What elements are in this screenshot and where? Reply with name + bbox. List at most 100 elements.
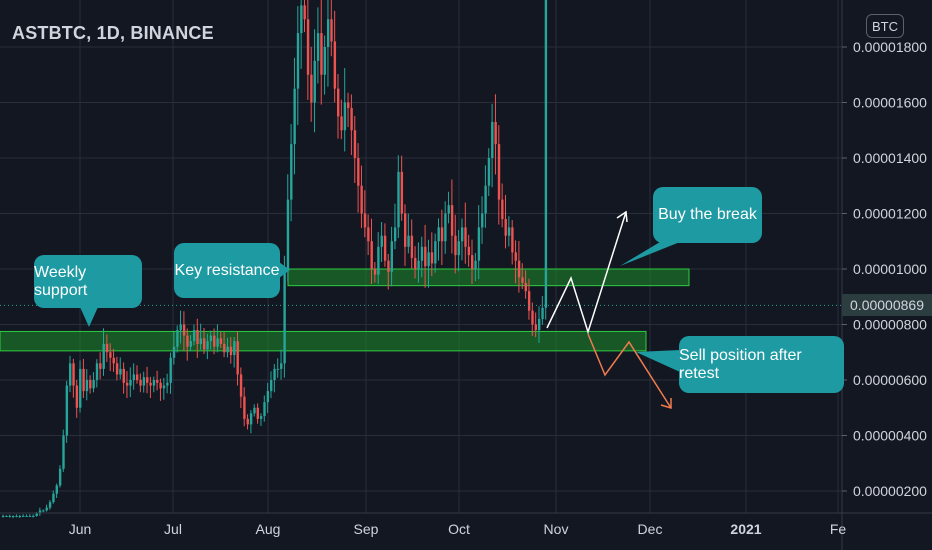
candle-body [538,318,541,331]
candle-body [246,418,249,425]
symbol-title: ASTBTC, 1D, BINANCE [12,23,214,43]
candle-body [370,241,373,269]
candle-body [434,241,437,264]
candle-body [397,171,400,228]
y-tick-label: 0.00000400 [853,428,927,444]
candle-body [487,158,491,186]
candle-body [534,324,538,331]
candle-body [79,368,82,408]
candle-body [92,380,95,389]
candle-body [507,227,511,236]
candle-body [253,407,256,414]
candle-body [65,385,69,436]
candle-body [316,33,320,61]
candle-body [159,382,162,389]
candle-body [367,227,370,242]
candle-body [497,144,501,200]
candle-body [119,368,122,375]
x-tick-label: Jun [69,521,92,537]
candle-body [239,374,243,397]
candle-body [166,382,169,386]
candle-body [414,257,417,269]
candle-body [380,235,383,247]
candle-body [112,357,115,364]
candle-body [400,171,404,214]
candle-body [296,33,300,89]
candle-body [256,407,259,419]
candle-body [45,507,48,511]
sell-projection-path [587,333,672,409]
candle-body [132,374,136,380]
candle-body [182,324,186,336]
candle-body [283,269,286,364]
candle-body [89,380,92,389]
candle-body [541,307,544,319]
candle-body [477,227,481,261]
candle-body [450,205,454,236]
candle-body [310,74,313,103]
candle-body [524,282,527,292]
candle-body [407,235,410,247]
candle-body [263,402,266,417]
candle-body [139,380,142,386]
candle-body [219,338,223,344]
candle-body [471,255,474,269]
candle-body [199,338,203,344]
weekly-support-tail [80,307,98,327]
candle-body [410,235,414,258]
candle-body [393,227,397,242]
candle-body [491,121,494,158]
candle-body [363,213,367,228]
x-tick-label: Aug [256,521,281,537]
candle-body [511,227,514,253]
candle-body [35,513,38,516]
candle-body [48,502,52,508]
price-axis[interactable]: 0.00000200 0.00000400 0.00000600 0.00000800… [841,0,927,550]
candle-body [55,485,58,494]
candle-body [504,219,507,236]
candle-body [343,102,347,131]
sell-after-retest-tail [636,350,680,372]
candle-body [527,291,531,311]
candle-body [186,335,189,347]
candle-body [42,510,45,512]
y-tick-label: 0.00001600 [853,95,927,111]
candle-body [270,380,273,392]
candle-body [320,33,323,75]
y-tick-label: 0.00000800 [853,317,927,333]
candle-body [544,0,548,308]
candle-body [99,363,102,369]
candle-body [303,5,306,20]
buy-arrowhead [616,210,628,223]
candle-body [404,213,407,247]
candle-body [172,346,176,358]
candle-body [192,330,196,342]
buy-the-break-tail [620,242,680,266]
candle-body [236,341,239,375]
candle-body [15,515,18,517]
x-tick-label: 2021 [730,521,761,537]
candle-body [454,235,457,256]
candle-body [280,363,283,369]
candle-body [266,391,270,403]
candle-body [460,227,464,242]
time-axis[interactable]: Jun Jul Aug Sep Oct Nov Dec 2021 Fe [0,512,932,537]
candle-body [196,330,199,344]
y-tick-label: 0.00000200 [853,483,927,499]
candle-body [457,241,460,256]
candle-body [387,260,390,272]
candle-body [333,41,337,89]
candle-body [427,252,430,267]
currency-badge[interactable]: BTC [866,14,904,38]
candle-body [209,335,213,342]
candle-body [350,108,353,131]
candle-body [501,199,504,220]
y-tick-label: 0.00001200 [853,206,927,222]
candle-body [300,5,303,34]
resistance-zone [287,268,690,287]
candle-body [162,385,166,389]
candle-body [69,363,72,386]
candle-body [109,352,112,358]
support-zone [0,330,647,352]
